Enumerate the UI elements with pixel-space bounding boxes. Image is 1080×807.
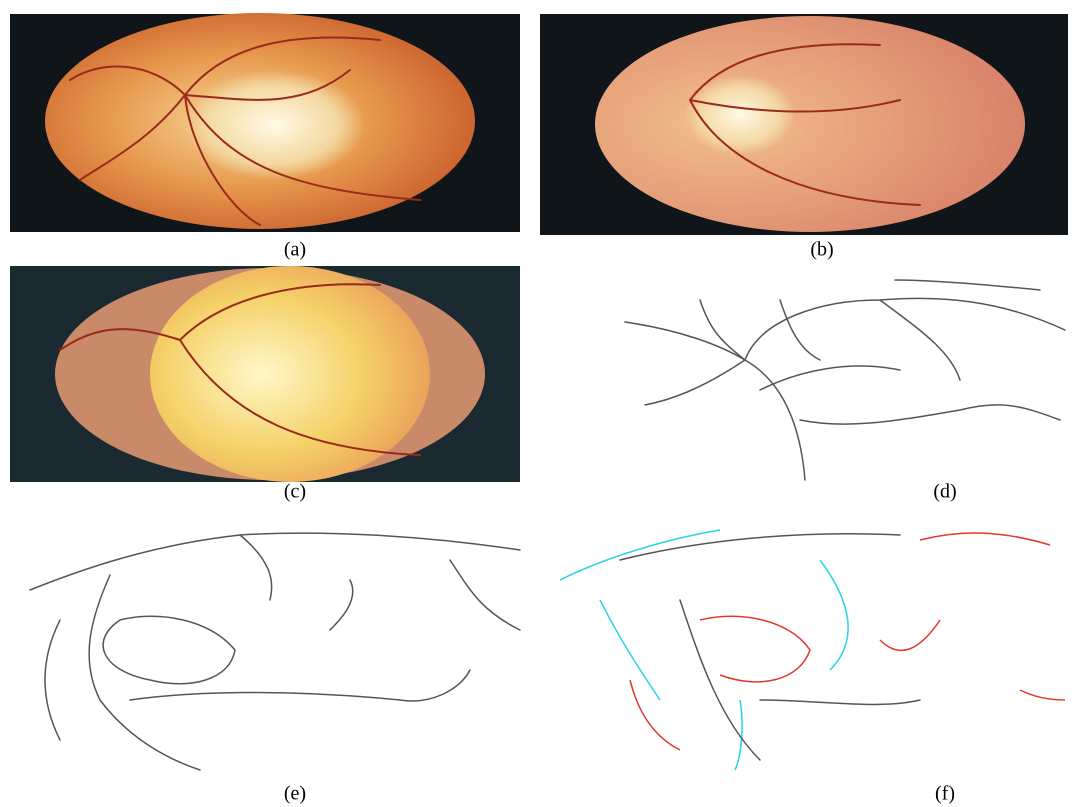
- caption: (c): [284, 481, 306, 503]
- vessel-tree-d: [625, 280, 1065, 480]
- vessel-overlay-f: [560, 530, 1065, 770]
- page: (a) (b) (c) (d) (e) (f) (() => { const d…: [0, 0, 1080, 807]
- fundus-image-a: [10, 13, 520, 232]
- figure: (a) (b) (c) (d) (e) (f): [0, 0, 1080, 807]
- caption: (b): [810, 239, 833, 261]
- fundus-image-c: [10, 266, 520, 482]
- caption: (f): [935, 783, 955, 805]
- vessel-tree-e: [30, 533, 520, 770]
- caption: (e): [284, 783, 306, 805]
- caption: (a): [284, 239, 306, 261]
- caption: (d): [933, 481, 956, 503]
- fundus-image-b: [540, 14, 1068, 235]
